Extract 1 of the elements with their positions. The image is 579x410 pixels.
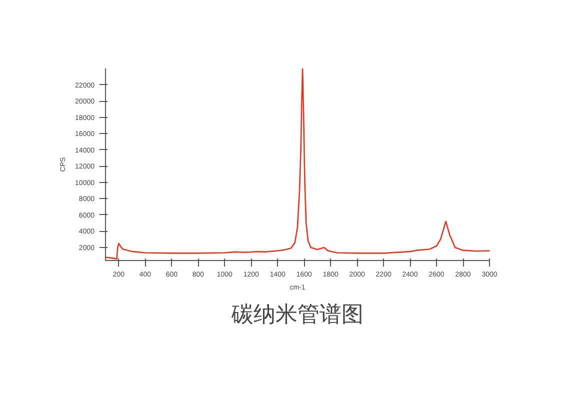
text: 碳纳米管谱图 — [230, 302, 364, 326]
